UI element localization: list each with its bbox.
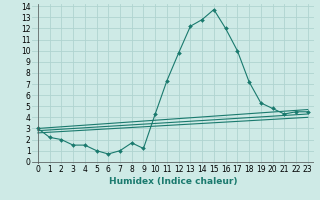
X-axis label: Humidex (Indice chaleur): Humidex (Indice chaleur) (108, 177, 237, 186)
